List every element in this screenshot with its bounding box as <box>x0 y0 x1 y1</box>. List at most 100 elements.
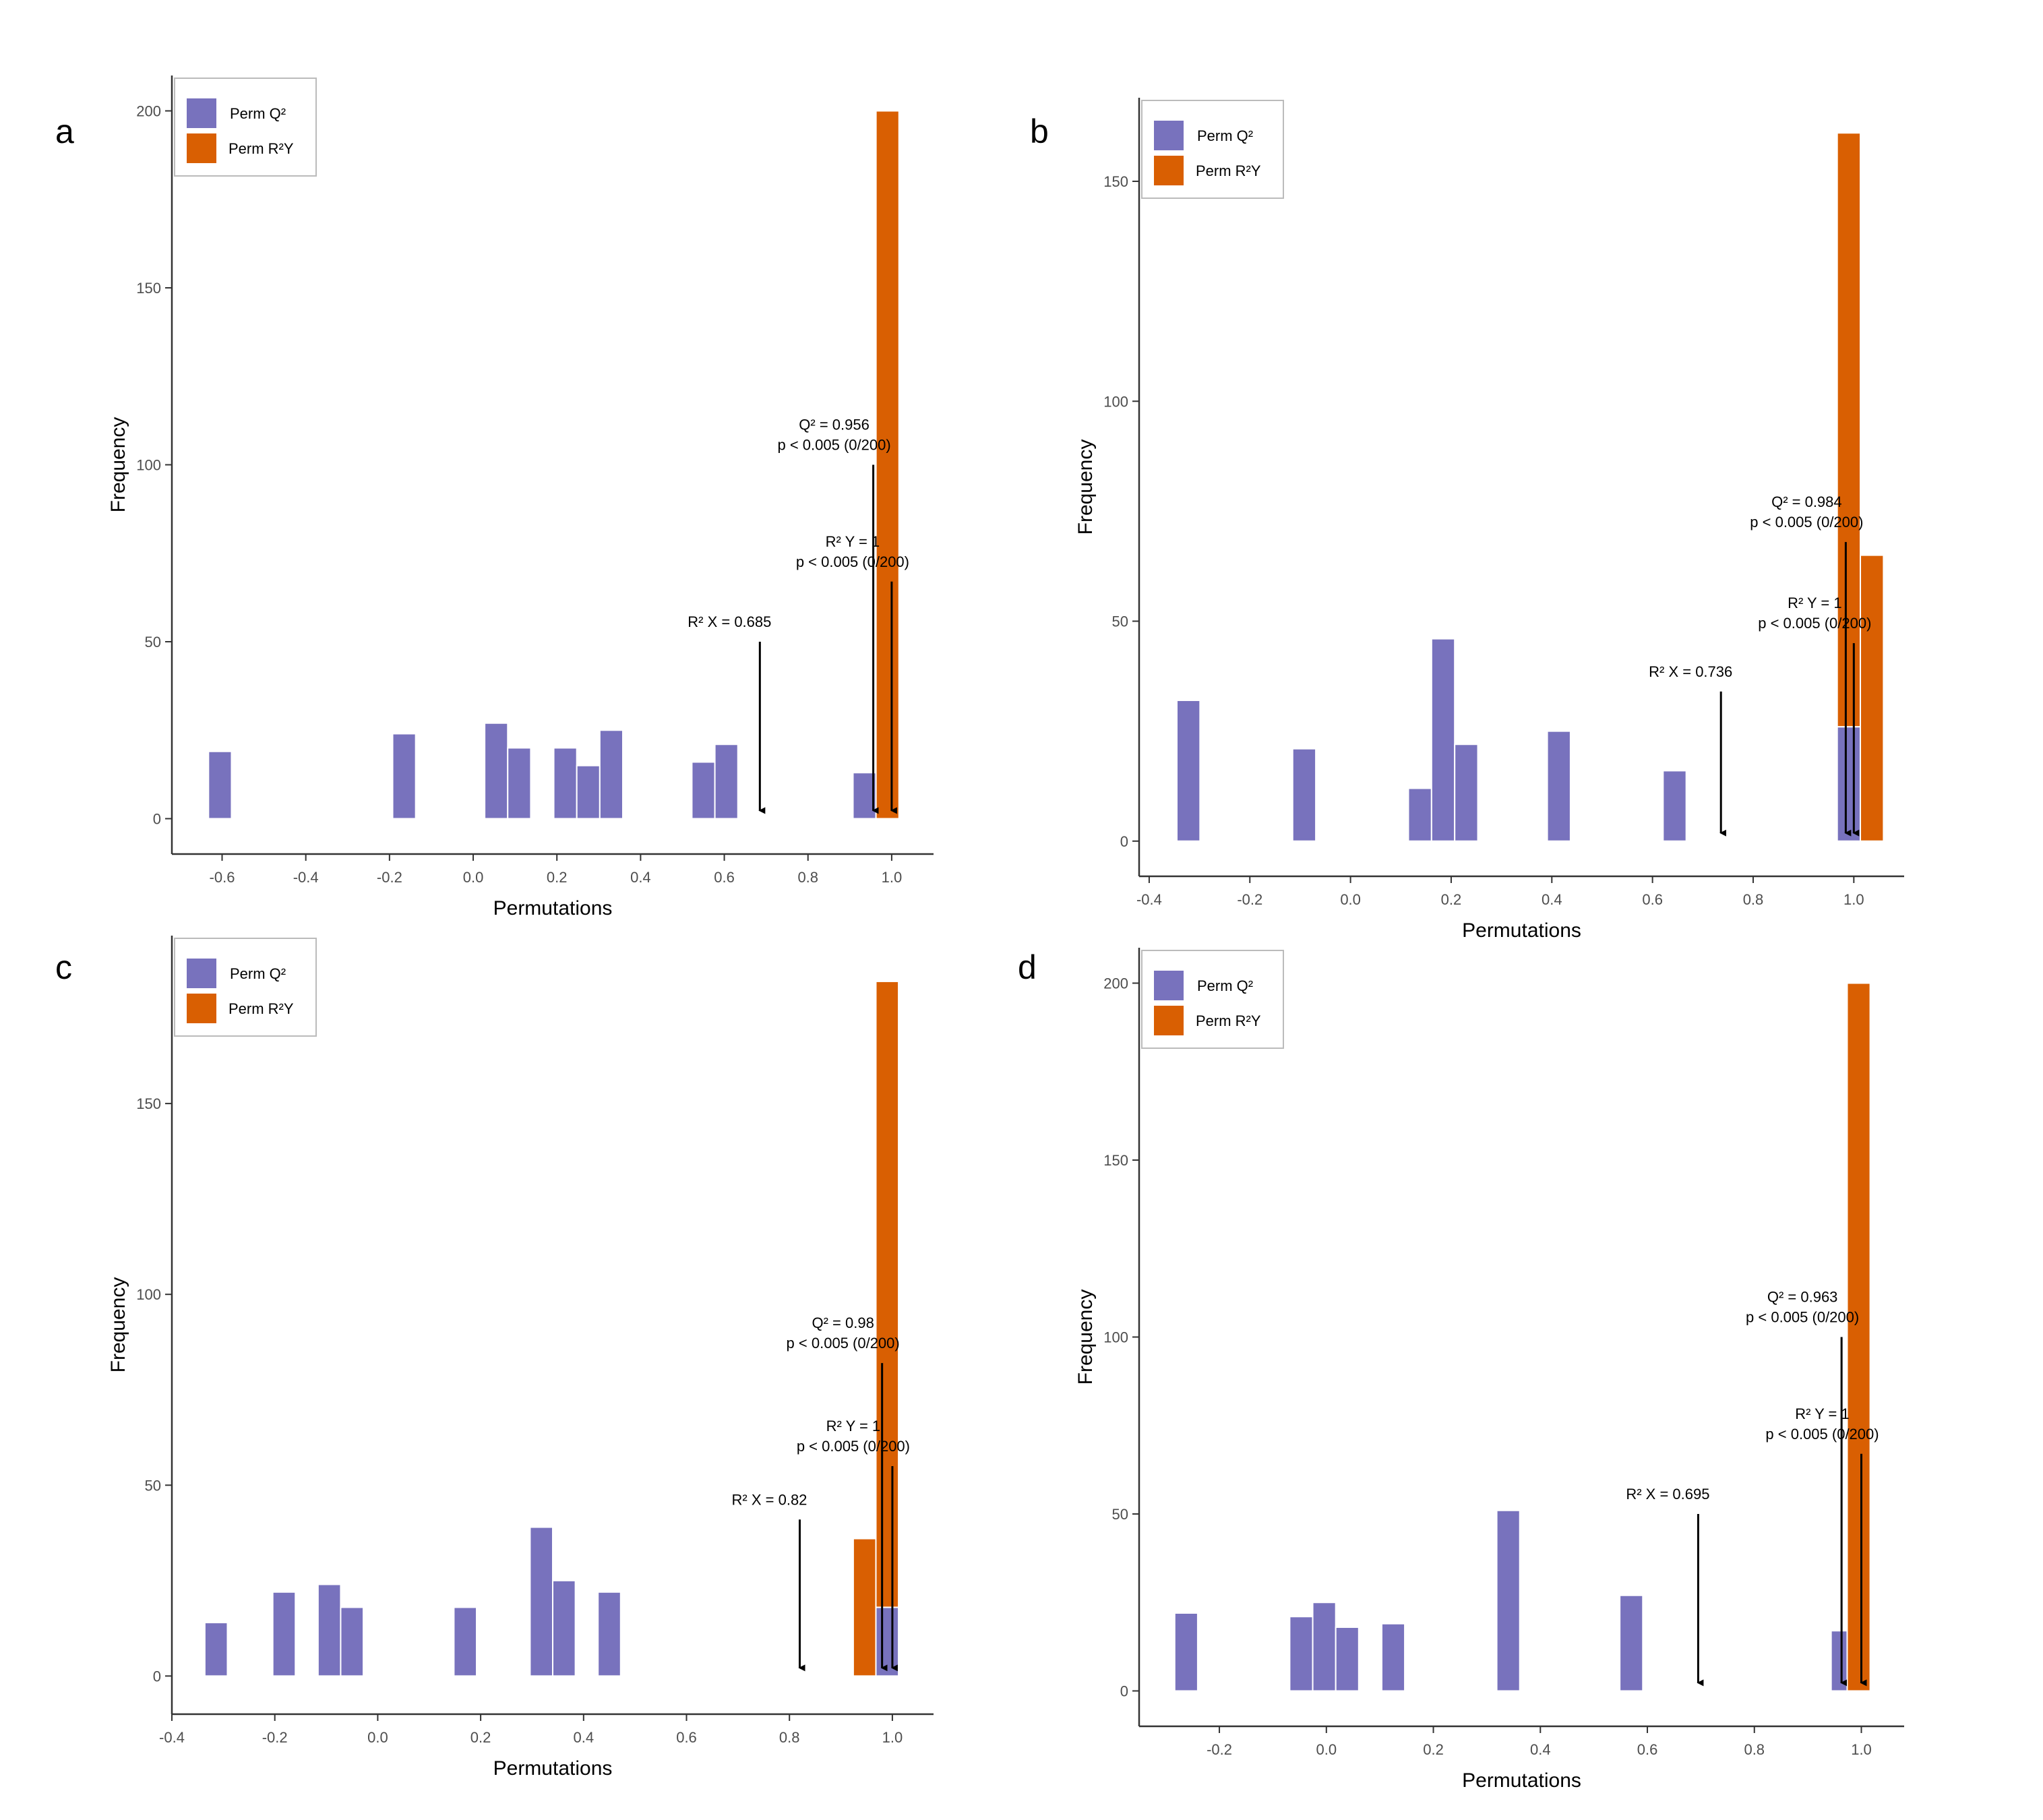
y-tick-label: 50 <box>145 1477 161 1494</box>
bar-perm-q2 <box>208 750 233 820</box>
legend-swatch-r2y <box>187 994 216 1023</box>
y-tick-label: 100 <box>136 457 161 474</box>
annotation-text: R² Y = 1 <box>1788 595 1842 611</box>
x-tick-label: 0.4 <box>630 869 651 886</box>
legend-swatch-q2 <box>1154 971 1184 1000</box>
legend-swatch-q2 <box>187 98 216 128</box>
bar-perm-q2 <box>875 1606 900 1677</box>
bar-perm-q2 <box>1546 730 1571 842</box>
x-tick-label: -0.4 <box>159 1729 185 1746</box>
bar-perm-q2 <box>553 747 578 820</box>
panel-label: c <box>55 948 72 986</box>
panel-label: b <box>1030 113 1049 150</box>
panel-b: b -0.4 -0.2 0.0 0.2 0.4 0.6 0.8 1.0 0 50 100 150 Perm… <box>1030 98 1904 942</box>
x-axis-title: Permutations <box>493 897 613 919</box>
bar-perm-q2 <box>1312 1602 1337 1692</box>
x-tick-label: 0.0 <box>1316 1741 1337 1758</box>
x-tick-label: -0.4 <box>1136 891 1162 908</box>
y-axis-title: Frequency <box>107 417 129 513</box>
legend-swatch-r2y <box>1154 156 1184 185</box>
bar-perm-q2 <box>204 1622 228 1677</box>
y-tick-label: 50 <box>1112 613 1128 630</box>
legend-swatch-r2y <box>187 133 216 163</box>
annotation-text: R² X = 0.695 <box>1626 1486 1709 1503</box>
annotation-pvalue: p < 0.005 (0/200) <box>787 1335 900 1352</box>
y-tick-label: 0 <box>1120 1683 1128 1700</box>
bar-perm-r2y <box>875 980 900 1608</box>
x-tick-label: 0.6 <box>1637 1741 1658 1758</box>
panel-d: d -0.2 0.0 0.2 0.4 0.6 0.8 1.0 0 50 100 150 200 Permu… <box>1018 948 1904 1792</box>
legend-label-r2y: Perm R²Y <box>228 140 294 157</box>
annotation-text: Q² = 0.963 <box>1767 1289 1838 1306</box>
bar-perm-q2 <box>576 764 601 820</box>
legend-swatch-r2y <box>1154 1006 1184 1035</box>
x-tick-label: 1.0 <box>1843 891 1864 908</box>
bar-perm-q2 <box>552 1579 576 1677</box>
x-axis-title: Permutations <box>1462 919 1581 942</box>
bar-perm-q2 <box>1836 726 1862 842</box>
legend-label-q2: Perm Q² <box>1197 977 1253 994</box>
annotation-pvalue: p < 0.005 (0/200) <box>796 553 909 570</box>
legend-swatch-q2 <box>1154 121 1184 150</box>
y-tick-label: 150 <box>136 280 161 297</box>
bar-perm-q2 <box>597 1591 621 1677</box>
x-tick-label: 0.6 <box>676 1729 697 1746</box>
bar-perm-q2 <box>317 1583 342 1677</box>
bar-perm-q2 <box>272 1591 297 1677</box>
annotation-text: Q² = 0.984 <box>1771 493 1842 510</box>
annotation-pvalue: p < 0.005 (0/200) <box>1750 514 1863 530</box>
y-tick-label: 100 <box>136 1286 161 1303</box>
x-tick-label: 0.0 <box>463 869 484 886</box>
y-axis-title: Frequency <box>107 1277 129 1373</box>
x-tick-label: -0.4 <box>293 869 319 886</box>
y-tick-label: 0 <box>153 1668 161 1685</box>
annotation-text: R² X = 0.736 <box>1649 663 1732 680</box>
legend-swatch-q2 <box>187 959 216 988</box>
annotation-pvalue: p < 0.005 (0/200) <box>1746 1309 1859 1326</box>
y-tick-label: 200 <box>1103 975 1128 992</box>
panel-label: d <box>1018 948 1037 986</box>
annotation-text: Q² = 0.98 <box>812 1314 874 1331</box>
x-tick-label: 0.4 <box>1542 891 1562 908</box>
x-tick-label: 0.0 <box>367 1729 388 1746</box>
y-tick-label: 150 <box>136 1095 161 1112</box>
x-tick-label: 0.2 <box>1423 1741 1444 1758</box>
x-tick-label: 1.0 <box>882 1729 903 1746</box>
bar-perm-q2 <box>1335 1627 1360 1692</box>
annotation-text: Q² = 0.956 <box>799 417 870 433</box>
annotation-pvalue: p < 0.005 (0/200) <box>777 437 890 454</box>
x-tick-label: -0.2 <box>377 869 402 886</box>
panel-a: a -0.6 -0.4 -0.2 0.0 0.2 0.4 0.6 0.8 1.0 0 50 100 150… <box>55 75 934 919</box>
y-tick-label: 150 <box>1103 173 1128 190</box>
annotation-text: R² X = 0.685 <box>688 613 771 630</box>
y-tick-label: 0 <box>153 811 161 828</box>
bar-perm-q2 <box>1430 638 1456 842</box>
x-tick-label: 0.6 <box>1642 891 1663 908</box>
bar-perm-q2 <box>1407 787 1432 842</box>
x-tick-label: 0.0 <box>1340 891 1361 908</box>
y-tick-label: 50 <box>1112 1506 1128 1523</box>
bar-perm-q2 <box>1173 1612 1198 1692</box>
legend-label-r2y: Perm R²Y <box>228 1000 294 1017</box>
x-tick-label: 0.2 <box>547 869 568 886</box>
x-tick-label: 0.4 <box>574 1729 594 1746</box>
x-axis-title: Permutations <box>493 1757 613 1780</box>
x-tick-label: 0.6 <box>714 869 735 886</box>
bar-perm-q2 <box>1291 748 1317 842</box>
y-tick-label: 0 <box>1120 833 1128 850</box>
x-tick-label: 0.8 <box>1744 1741 1765 1758</box>
bar-perm-r2y <box>875 110 900 820</box>
legend-label-r2y: Perm R²Y <box>1196 1012 1261 1029</box>
y-tick-label: 100 <box>1103 1329 1128 1346</box>
x-tick-label: 0.8 <box>797 869 818 886</box>
x-tick-label: 0.4 <box>1530 1741 1551 1758</box>
y-tick-label: 200 <box>136 103 161 120</box>
legend-label-q2: Perm Q² <box>1197 127 1253 144</box>
bar-perm-q2 <box>1619 1594 1644 1692</box>
bar-perm-r2y <box>1860 554 1885 842</box>
bar-perm-q2 <box>453 1606 477 1677</box>
panel-c: c -0.4 -0.2 0.0 0.2 0.4 0.6 0.8 1.0 0 50 100 150 Perm… <box>55 936 934 1780</box>
x-tick-label: -0.2 <box>1207 1741 1232 1758</box>
